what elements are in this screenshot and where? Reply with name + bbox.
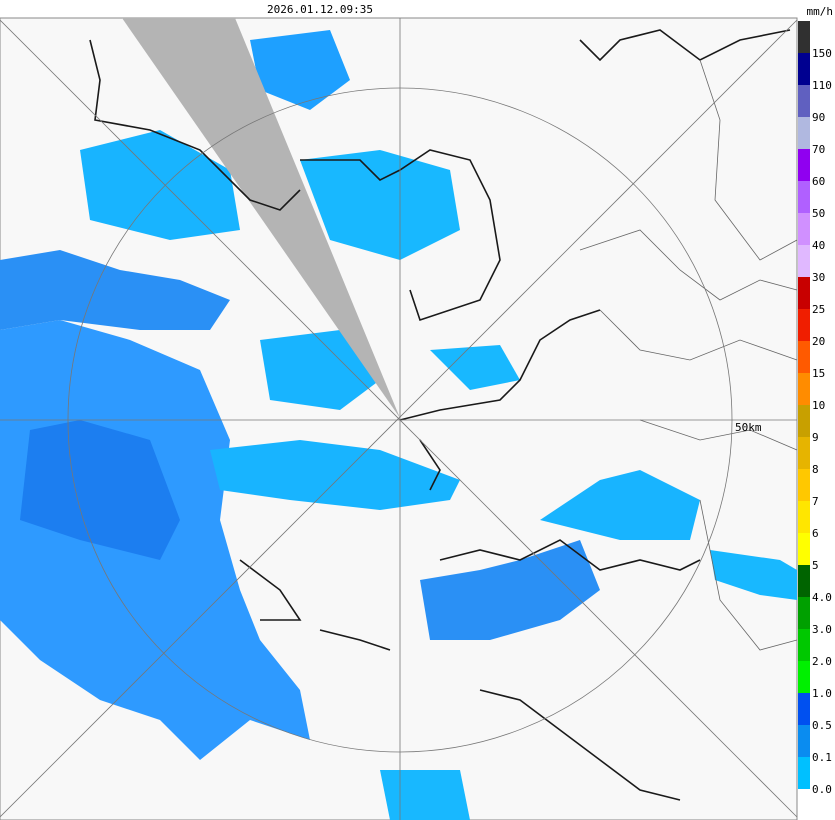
legend-swatch xyxy=(798,309,810,341)
legend-label: 9 xyxy=(812,431,819,444)
rain-area xyxy=(380,770,470,820)
legend-swatch xyxy=(798,53,810,85)
legend-label: 0.0 xyxy=(812,783,832,796)
legend-swatch xyxy=(798,277,810,309)
legend-swatch xyxy=(798,149,810,181)
rain-area xyxy=(540,470,700,540)
legend-label: 110 xyxy=(812,79,832,92)
legend-label: 8 xyxy=(812,463,819,476)
legend-swatch xyxy=(798,533,810,565)
rain-area xyxy=(80,130,240,240)
coastline xyxy=(89,39,301,211)
legend-label: 50 xyxy=(812,207,825,220)
legend-swatch xyxy=(798,469,810,501)
coastline xyxy=(300,149,501,322)
legend-swatch xyxy=(798,565,810,597)
rain-area xyxy=(0,250,230,330)
border xyxy=(579,229,798,301)
legend-label: 70 xyxy=(812,143,825,156)
legend-label: 60 xyxy=(812,175,825,188)
legend-swatch xyxy=(798,597,810,629)
legend-label: 10 xyxy=(812,399,825,412)
legend-swatch xyxy=(798,501,810,533)
legend-swatch xyxy=(798,757,810,789)
legend-label: 4.0 xyxy=(812,591,832,604)
legend-swatch xyxy=(798,85,810,117)
rain-area xyxy=(210,440,460,510)
range-label: 50km xyxy=(735,421,762,434)
timestamp: 2026.01.12.09:35 xyxy=(267,3,373,16)
rain-area xyxy=(710,550,797,600)
legend-label: 3.0 xyxy=(812,623,832,636)
legend-swatch xyxy=(798,693,810,725)
legend-swatch xyxy=(798,341,810,373)
legend-swatch xyxy=(798,629,810,661)
coastline xyxy=(319,629,391,651)
border xyxy=(599,309,798,361)
unit-label: mm/h xyxy=(807,5,834,18)
legend-swatch xyxy=(798,725,810,757)
rain-area xyxy=(300,150,460,260)
legend-label: 30 xyxy=(812,271,825,284)
legend-swatch xyxy=(798,373,810,405)
legend-label: 15 xyxy=(812,367,825,380)
legend-swatch xyxy=(798,21,810,53)
coastline xyxy=(399,309,601,421)
coastline xyxy=(419,439,441,491)
legend-label: 20 xyxy=(812,335,825,348)
borders xyxy=(579,59,798,651)
coastline xyxy=(239,559,302,621)
legend-label: 0.5 xyxy=(812,719,832,732)
rain-area xyxy=(430,345,520,390)
legend-label: 40 xyxy=(812,239,825,252)
coastline xyxy=(479,689,681,801)
blocked-sector xyxy=(122,18,400,418)
legend-swatch xyxy=(798,437,810,469)
border xyxy=(639,419,798,451)
border xyxy=(699,499,798,651)
rain-area xyxy=(20,420,180,560)
precipitation xyxy=(0,30,797,820)
legend-label: 25 xyxy=(812,303,825,316)
legend-swatch xyxy=(798,213,810,245)
legend: 0.0 0.1 0.5 1.0 2.0 3.0 4.0 5 6 7 8 9 10 15 20 25 30 40 50… xyxy=(798,21,832,796)
rain-area xyxy=(260,330,380,410)
legend-swatch xyxy=(798,117,810,149)
legend-label: 0.1 xyxy=(812,751,832,764)
legend-label: 1.0 xyxy=(812,687,832,700)
legend-swatch xyxy=(798,245,810,277)
legend-swatch xyxy=(798,181,810,213)
rain-area xyxy=(250,30,350,110)
diagonal-line xyxy=(0,19,798,818)
coastlines xyxy=(89,29,791,801)
coastline xyxy=(579,29,791,62)
legend-label: 6 xyxy=(812,527,819,540)
range-grid xyxy=(0,18,798,820)
legend-label: 150 xyxy=(812,47,832,60)
legend-swatch xyxy=(798,661,810,693)
coastline xyxy=(439,539,701,571)
legend-label: 90 xyxy=(812,111,825,124)
legend-label: 5 xyxy=(812,559,819,572)
rain-area xyxy=(420,540,600,640)
legend-label: 2.0 xyxy=(812,655,832,668)
legend-label: 7 xyxy=(812,495,819,508)
border xyxy=(699,59,798,261)
legend-swatch xyxy=(798,405,810,437)
